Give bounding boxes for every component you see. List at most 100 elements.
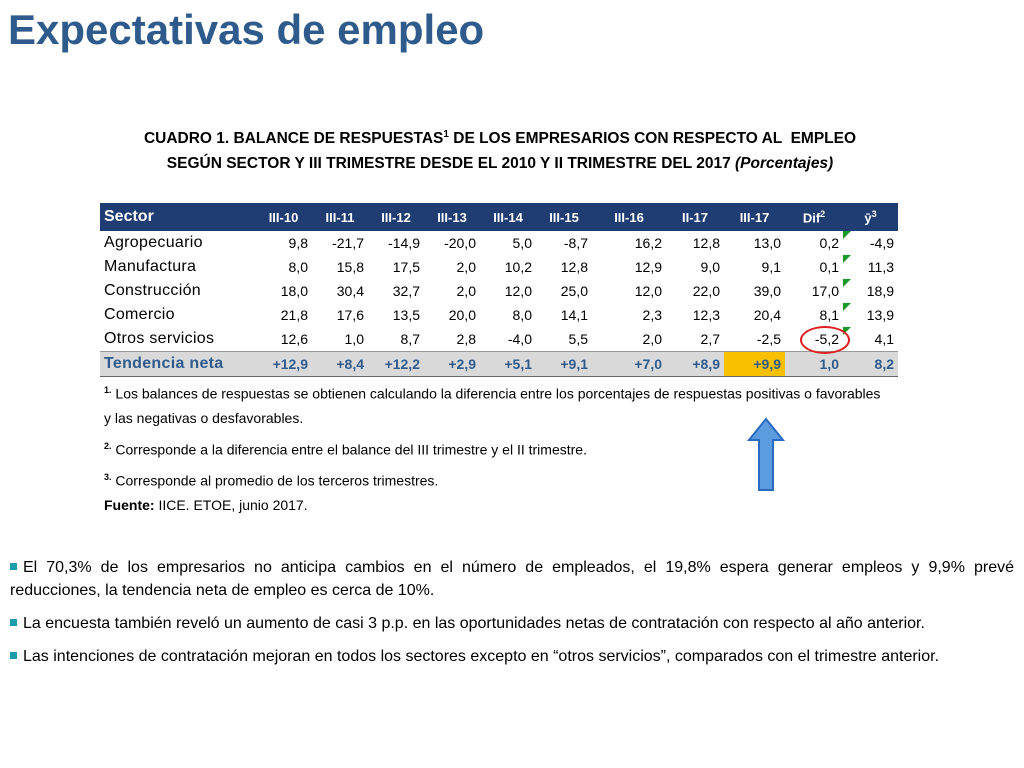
table-cell: 0,2 xyxy=(819,235,839,251)
comment-marker xyxy=(843,327,851,335)
table-cell: 18,0 xyxy=(280,283,308,299)
table-cell: 30,4 xyxy=(336,283,364,299)
table-cell: 20,0 xyxy=(448,307,476,323)
table-cell: 4,1 xyxy=(843,327,898,352)
highlight-circle xyxy=(800,326,850,354)
table-cell: -14,9 xyxy=(388,235,420,251)
table-cell: +9,1 xyxy=(536,351,592,377)
table-cell: +8,9 xyxy=(666,351,724,377)
column-header: III-13 xyxy=(424,203,480,231)
caption-text: CUADRO 1. BALANCE DE RESPUESTAS xyxy=(143,130,444,148)
table-cell: 17,5 xyxy=(392,259,420,275)
table-row: Otros servicios 12,6 1,0 8,7 2,8 -4,0 5,5 2,0 2,… xyxy=(100,327,898,352)
source-text: IICE. ETOE, junio 2017. xyxy=(158,496,308,513)
comment-marker xyxy=(843,303,851,311)
bullet: El 70,3% de los empresarios no anticipa … xyxy=(10,556,1014,602)
table-row: Manufactura 8,0 15,8 17,5 2,0 10,2 12,8 12,9 9,0… xyxy=(100,255,898,279)
caption-sup: 1 xyxy=(443,129,449,140)
header-text: III-16 xyxy=(614,209,644,225)
column-header: ȳ3 xyxy=(843,203,898,231)
caption-italic: (Porcentajes) xyxy=(735,155,834,173)
header-sup: 2 xyxy=(820,208,826,219)
table-cell: 8,2 xyxy=(843,351,898,377)
table-cell: -20,0 xyxy=(444,235,476,251)
column-header: III-15 xyxy=(536,203,592,231)
column-header: II-17 xyxy=(666,203,724,231)
table-cell: -2,5 xyxy=(756,331,781,347)
table-cell: 2,8 xyxy=(456,331,476,347)
comment-marker xyxy=(843,255,851,263)
note-text: Corresponde a la diferencia entre el bal… xyxy=(115,441,587,458)
table-cell: Agropecuario xyxy=(104,234,203,251)
table-cell: Comercio xyxy=(104,306,175,323)
note: 3. Corresponde al promedio de los tercer… xyxy=(104,465,884,493)
table-row: Comercio 21,8 17,6 13,5 20,0 8,0 14,1 2,3 12,3 20… xyxy=(100,303,898,327)
table-cell: 13,5 xyxy=(392,307,420,323)
table-cell: 22,0 xyxy=(692,283,720,299)
table-cell: -4,9 xyxy=(843,231,898,255)
header-text: III-13 xyxy=(437,209,467,225)
note-text: Corresponde al promedio de los terceros … xyxy=(115,472,439,489)
table-cell: 13,0 xyxy=(753,235,781,251)
table-cell: 1,0 xyxy=(785,351,843,377)
table-cell: 10,2 xyxy=(504,259,532,275)
column-header: III-14 xyxy=(480,203,536,231)
header-text: III-10 xyxy=(268,209,299,225)
table-row: Agropecuario 9,8 -21,7 -14,9 -20,0 5,0 -8,7 16,… xyxy=(100,231,898,255)
table-notes: 1. Los balances de respuestas se obtiene… xyxy=(104,378,884,517)
table-cell: 21,8 xyxy=(280,307,308,323)
table-cell: 12,3 xyxy=(692,307,720,323)
table-cell: 17,6 xyxy=(336,307,364,323)
table-cell: 39,0 xyxy=(753,283,781,299)
table-cell: 9,0 xyxy=(700,259,720,275)
table-cell: +5,1 xyxy=(480,351,536,377)
header-text: III-11 xyxy=(325,209,355,225)
caption-line: SEGÚN SECTOR Y III TRIMESTRE DESDE EL 20… xyxy=(100,151,900,176)
table-cell: 12,6 xyxy=(280,331,308,347)
table-cell: 15,8 xyxy=(336,259,364,275)
table-cell: 11,3 xyxy=(843,255,898,279)
table-cell: 12,8 xyxy=(692,235,720,251)
table-cell: 12,9 xyxy=(634,259,662,275)
header-row: Sector III-10 III-11 III-12 III-13 III-14 III-… xyxy=(100,203,898,231)
note: 2. Corresponde a la diferencia entre el … xyxy=(104,434,884,462)
header-text: III-14 xyxy=(493,209,523,225)
table-cell: Tendencia neta xyxy=(100,351,255,377)
table-cell: Manufactura xyxy=(104,258,197,275)
source: Fuente: IICE. ETOE, junio 2017. xyxy=(104,493,884,517)
table-cell: +7,0 xyxy=(592,351,666,377)
table-cell: +12,2 xyxy=(368,351,424,377)
table-cell: -4,0 xyxy=(507,331,532,347)
table-cell: 18,9 xyxy=(843,279,898,303)
note-marker: 2. xyxy=(104,440,112,451)
bullet-list: El 70,3% de los empresarios no anticipa … xyxy=(10,556,1014,678)
table-cell: 12,0 xyxy=(504,283,532,299)
table-cell: 0,1 xyxy=(819,259,839,275)
header-sup: 3 xyxy=(871,208,877,219)
note-marker: 3. xyxy=(104,472,112,483)
table-cell: 8,0 xyxy=(288,259,308,275)
table-cell: Construcción xyxy=(104,282,201,299)
caption-line: CUADRO 1. BALANCE DE RESPUESTAS1 DE LOS … xyxy=(100,122,900,151)
table-cell: 8,0 xyxy=(512,307,532,323)
header-text: III-15 xyxy=(549,209,579,225)
slide-title: Expectativas de empleo xyxy=(8,6,485,53)
table-row: Construcción 18,0 30,4 32,7 2,0 12,0 25,0 12,0 2… xyxy=(100,279,898,303)
column-header: Dif2 xyxy=(785,203,843,231)
header-text: Sector xyxy=(104,208,154,225)
table-cell: 8,1 xyxy=(819,307,839,323)
column-header: Sector xyxy=(100,203,255,231)
table-row: Tendencia neta +12,9 +8,4 +12,2 +2,9 +5,1 +9,1… xyxy=(100,351,898,377)
table-caption: CUADRO 1. BALANCE DE RESPUESTAS1 DE LOS … xyxy=(100,122,900,176)
table-cell: 1,0 xyxy=(344,331,364,347)
header-text: Dif xyxy=(802,210,821,226)
table-cell: 2,0 xyxy=(642,331,662,347)
table-cell: 8,7 xyxy=(400,331,420,347)
table-cell: 25,0 xyxy=(560,283,588,299)
table-cell: +2,9 xyxy=(424,351,480,377)
table-cell: -8,7 xyxy=(563,235,588,251)
table-cell: 2,7 xyxy=(700,331,720,347)
table-cell: 17,0 xyxy=(811,283,839,299)
arrow-up xyxy=(746,417,786,491)
